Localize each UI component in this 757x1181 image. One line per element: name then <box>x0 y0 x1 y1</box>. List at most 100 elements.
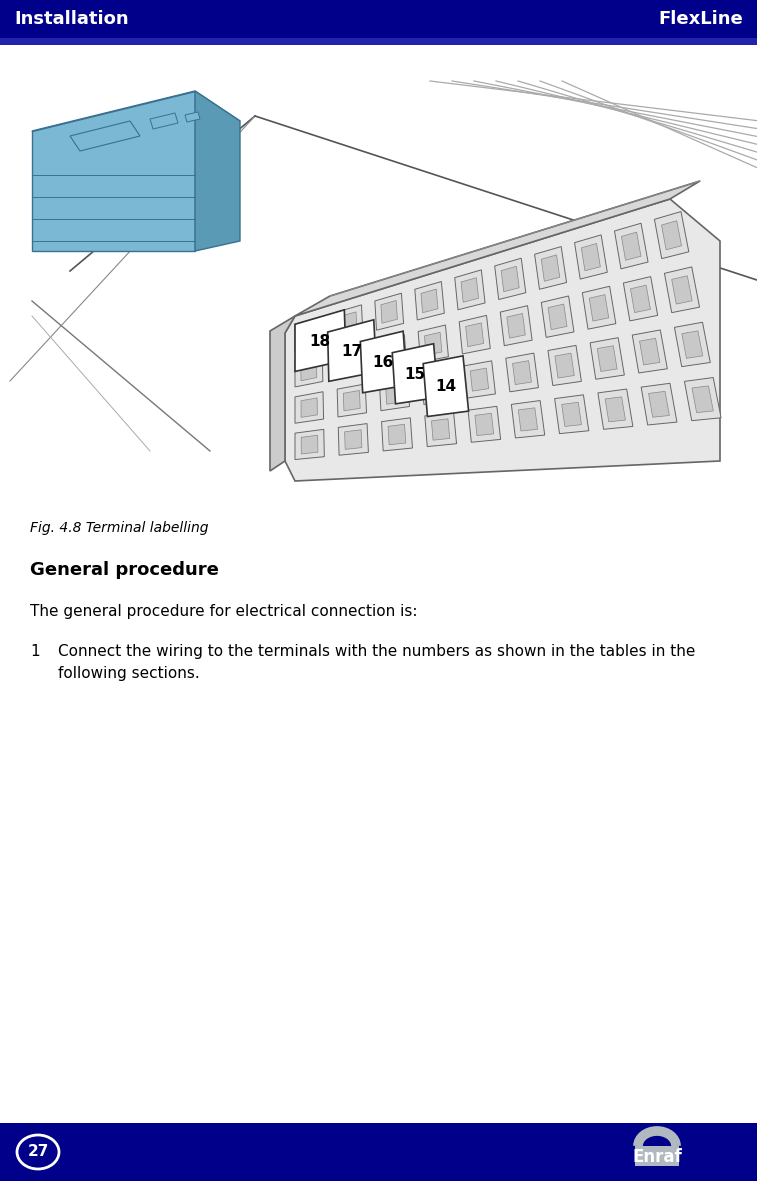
Bar <box>0 0 757 38</box>
Polygon shape <box>519 407 537 431</box>
Text: 1: 1 <box>30 644 39 659</box>
Polygon shape <box>682 331 702 358</box>
Polygon shape <box>541 296 574 338</box>
Polygon shape <box>470 368 488 391</box>
Polygon shape <box>562 403 581 426</box>
Bar <box>0 1123 757 1181</box>
Text: Enraf: Enraf <box>632 1148 682 1166</box>
Polygon shape <box>582 286 616 329</box>
Text: 17: 17 <box>341 344 363 359</box>
Polygon shape <box>597 346 617 372</box>
Polygon shape <box>415 281 444 320</box>
Polygon shape <box>631 285 650 313</box>
Polygon shape <box>598 389 633 430</box>
Polygon shape <box>641 384 677 425</box>
Text: 18: 18 <box>310 334 331 348</box>
Polygon shape <box>555 353 575 378</box>
Polygon shape <box>150 113 178 129</box>
Polygon shape <box>605 397 625 422</box>
Text: 15: 15 <box>404 367 425 381</box>
Polygon shape <box>548 345 581 385</box>
Polygon shape <box>671 276 692 304</box>
Polygon shape <box>475 413 494 436</box>
Polygon shape <box>418 325 448 363</box>
Polygon shape <box>674 322 710 366</box>
Text: 14: 14 <box>435 379 456 394</box>
Polygon shape <box>32 91 240 161</box>
Polygon shape <box>512 400 545 438</box>
Polygon shape <box>375 293 403 331</box>
Polygon shape <box>548 304 567 329</box>
Polygon shape <box>655 211 689 259</box>
Polygon shape <box>295 354 322 387</box>
Polygon shape <box>500 306 532 346</box>
Polygon shape <box>662 221 681 249</box>
Polygon shape <box>381 300 397 324</box>
Polygon shape <box>344 391 360 411</box>
Text: 16: 16 <box>372 355 394 370</box>
Polygon shape <box>649 391 669 417</box>
Polygon shape <box>342 351 359 372</box>
Polygon shape <box>425 332 442 355</box>
Polygon shape <box>385 383 403 404</box>
Polygon shape <box>632 329 668 373</box>
Polygon shape <box>461 278 478 302</box>
Polygon shape <box>534 247 566 289</box>
Polygon shape <box>382 418 413 451</box>
Polygon shape <box>507 313 525 338</box>
Polygon shape <box>501 266 519 292</box>
Polygon shape <box>512 360 531 385</box>
Polygon shape <box>425 412 456 446</box>
Text: FlexLine: FlexLine <box>659 9 743 28</box>
Polygon shape <box>575 235 607 279</box>
Polygon shape <box>541 255 559 281</box>
Polygon shape <box>581 243 600 270</box>
Polygon shape <box>463 361 495 398</box>
Polygon shape <box>360 331 407 393</box>
Polygon shape <box>295 317 322 351</box>
Polygon shape <box>466 322 484 347</box>
Polygon shape <box>684 378 721 420</box>
Bar <box>635 1146 679 1166</box>
Polygon shape <box>295 181 700 317</box>
Polygon shape <box>621 233 641 260</box>
Polygon shape <box>344 430 362 449</box>
Polygon shape <box>431 419 450 441</box>
Polygon shape <box>665 267 699 313</box>
Polygon shape <box>32 91 195 252</box>
Polygon shape <box>341 312 357 334</box>
Polygon shape <box>295 309 346 372</box>
Text: The general procedure for electrical connection is:: The general procedure for electrical con… <box>30 603 418 619</box>
Polygon shape <box>468 406 500 442</box>
Polygon shape <box>335 305 363 340</box>
Polygon shape <box>692 386 713 412</box>
Polygon shape <box>285 200 720 481</box>
Polygon shape <box>506 353 538 392</box>
Polygon shape <box>455 270 485 309</box>
Text: Installation: Installation <box>14 9 129 28</box>
Polygon shape <box>301 436 318 454</box>
Polygon shape <box>640 338 660 365</box>
Polygon shape <box>336 345 365 379</box>
Polygon shape <box>328 320 376 381</box>
Polygon shape <box>270 317 295 471</box>
Polygon shape <box>422 368 453 404</box>
Polygon shape <box>423 355 469 417</box>
Polygon shape <box>185 112 200 122</box>
Polygon shape <box>301 398 317 417</box>
Polygon shape <box>301 324 316 344</box>
Text: Connect the wiring to the terminals with the numbers as shown in the tables in t: Connect the wiring to the terminals with… <box>58 644 696 681</box>
Polygon shape <box>590 338 625 379</box>
Polygon shape <box>70 120 140 151</box>
Polygon shape <box>615 223 648 269</box>
Ellipse shape <box>17 1135 59 1169</box>
Bar <box>0 38 757 45</box>
Polygon shape <box>295 430 324 459</box>
Polygon shape <box>195 91 240 252</box>
Polygon shape <box>428 376 446 398</box>
Polygon shape <box>295 392 323 423</box>
Polygon shape <box>459 315 491 354</box>
Polygon shape <box>589 294 609 321</box>
Polygon shape <box>338 424 369 455</box>
Polygon shape <box>301 360 316 380</box>
